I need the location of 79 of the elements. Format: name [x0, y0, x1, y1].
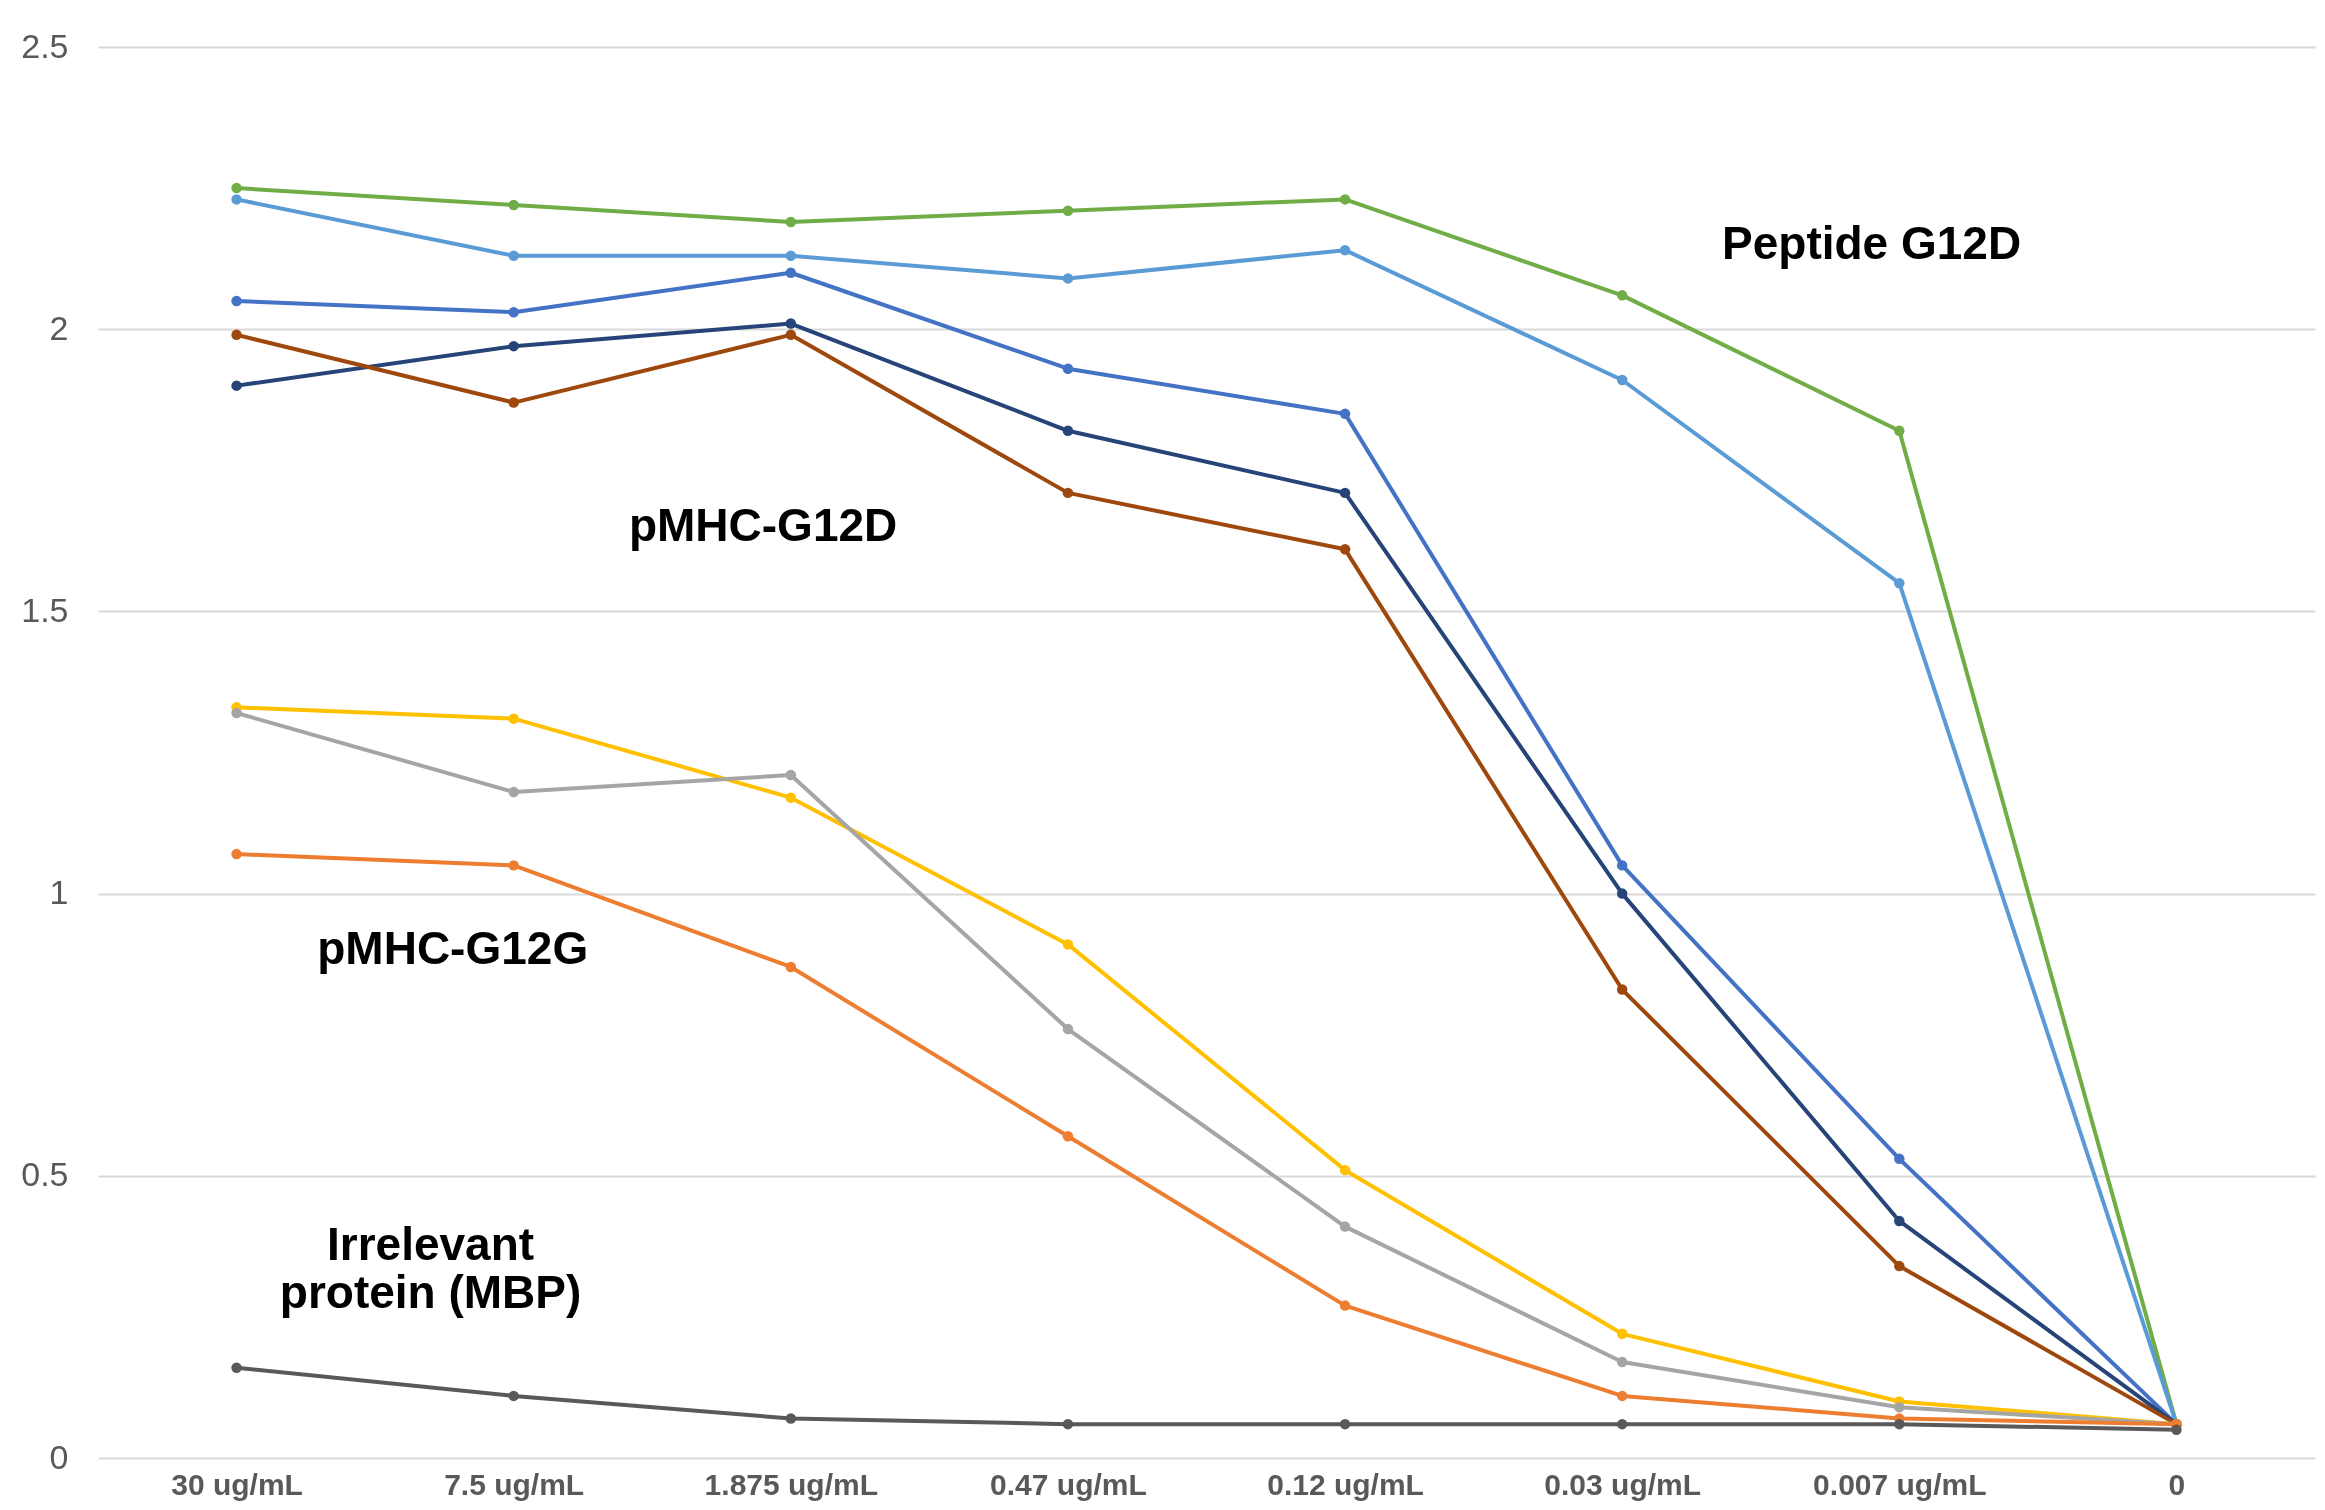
y-tick-label: 2: [49, 308, 69, 347]
point: [508, 250, 519, 262]
point: [2171, 1424, 2182, 1436]
x-tick-label: 0.12 ug/mL: [1267, 1467, 1424, 1501]
point: [1339, 1221, 1351, 1232]
x-tick-label: 7.5 ug/mL: [444, 1467, 585, 1501]
point: [1894, 1153, 1905, 1165]
point: [1062, 425, 1074, 437]
point: [508, 713, 519, 724]
point: [1062, 1131, 1074, 1142]
x-tick-label: 0.47 ug/mL: [990, 1467, 1147, 1501]
point: [1894, 1215, 1905, 1227]
point: [231, 848, 242, 860]
point: [231, 194, 242, 205]
point: [1616, 1418, 1628, 1430]
point: [785, 1413, 797, 1424]
x-tick-label: 0.007 ug/mL: [1813, 1467, 1987, 1501]
y-tick-label: 1.5: [21, 590, 69, 629]
point: [1339, 1300, 1351, 1311]
point: [785, 216, 797, 228]
annotation: pMHC-G12G: [317, 922, 589, 975]
point: [1339, 544, 1351, 555]
point: [1616, 1356, 1628, 1368]
y-tick-label: 2.5: [21, 26, 69, 65]
point: [231, 295, 242, 307]
point: [1616, 860, 1628, 871]
point: [785, 792, 797, 803]
point: [508, 860, 519, 871]
point: [1062, 487, 1074, 499]
x-tick-label: 30 ug/mL: [171, 1467, 303, 1501]
point: [1616, 984, 1628, 995]
point: [1894, 1418, 1905, 1430]
point: [231, 1362, 242, 1373]
annotation: Peptide G12D: [1722, 216, 2022, 269]
point: [1062, 363, 1074, 374]
point: [785, 267, 797, 278]
point: [1062, 939, 1074, 950]
point: [508, 786, 519, 798]
point: [508, 307, 519, 318]
point: [1339, 408, 1351, 420]
point: [1616, 1390, 1628, 1402]
y-tick-label: 0: [49, 1437, 69, 1476]
point: [1339, 1164, 1351, 1176]
x-tick-label: 0.03 ug/mL: [1544, 1467, 1702, 1501]
point: [508, 199, 519, 211]
point: [785, 318, 797, 329]
point: [1616, 374, 1628, 386]
point: [785, 329, 797, 341]
annotation: Irrelevant protein (MBP): [279, 1218, 582, 1319]
point: [785, 250, 797, 262]
point: [1616, 1328, 1628, 1340]
point: [1894, 425, 1905, 437]
point: [1062, 205, 1074, 216]
point: [508, 397, 519, 408]
annotation: pMHC-G12D: [628, 498, 898, 551]
point: [1339, 487, 1351, 499]
point: [785, 769, 797, 781]
point: [1894, 577, 1905, 589]
point: [1339, 1418, 1351, 1430]
point: [785, 961, 797, 973]
point: [1894, 1260, 1905, 1272]
point: [1616, 290, 1628, 301]
point: [1339, 244, 1351, 256]
point: [1062, 273, 1074, 284]
point: [1894, 1401, 1905, 1413]
point: [1616, 888, 1628, 899]
point: [508, 1390, 519, 1402]
point: [1339, 194, 1351, 205]
point: [231, 329, 242, 341]
point: [231, 380, 242, 391]
x-tick-label: 1.875 ug/mL: [704, 1467, 879, 1501]
point: [231, 182, 242, 194]
y-tick-label: 1: [49, 873, 69, 912]
x-tick-label: 0: [2168, 1467, 2186, 1501]
point: [231, 707, 242, 719]
point: [1062, 1418, 1074, 1430]
y-tick-label: 0.5: [21, 1155, 69, 1194]
point: [1062, 1023, 1074, 1035]
point: [508, 340, 519, 352]
